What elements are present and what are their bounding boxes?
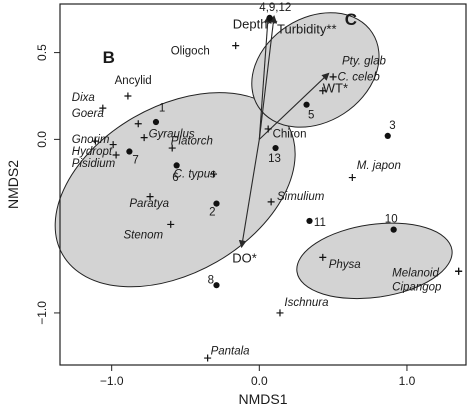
site-label-13: 13 [268,153,281,165]
site-label-5: 5 [308,110,314,122]
species-marker-goera [134,120,142,128]
site-point-8 [213,282,220,289]
species-label-gyraulus: Gyraulus [149,129,195,141]
site-point-6 [173,162,180,169]
species-label-goera: Goera [72,108,104,120]
species-label-platorch: Platorch [171,136,213,148]
species-marker-c-typus [210,170,218,178]
species-marker-pisidium [112,151,120,159]
x-tick-label: 1.0 [399,374,416,388]
y-axis-label: NMDS2 [5,160,21,209]
species-label-simulium: Simulium [277,191,325,203]
species-label-melanoid: Melanoid [392,267,439,279]
vector-label-wt: WT* [323,81,348,96]
y-tick-label: −1.0 [35,301,49,325]
site-point-10 [390,226,397,233]
environmental-vectors: Depth** Turbidity** WT* DO* [232,15,348,266]
vector-label-turbidity: Turbidity** [277,22,336,37]
species-label-oligoch: Oligoch [171,45,210,57]
species-label-c-typus: C. typus [174,169,216,181]
axes: −1.0 0.0 1.0 0.5 0.0 −1.0 [35,3,467,388]
x-tick-label: −1.0 [100,374,124,388]
site-point-5 [303,101,310,108]
site-scores: 4,9,12 1 7 6 2 13 5 3 11 10 8 [126,2,398,289]
y-tick-label: 0.5 [35,44,49,61]
site-label-11: 11 [314,217,326,229]
plot-frame [59,3,467,366]
site-label-3: 3 [389,120,395,132]
vector-do [238,139,260,249]
species-marker-c-celeb [319,87,327,95]
site-label-2: 2 [209,207,215,219]
group-label-b: B [103,48,115,67]
vector-turbidity [258,15,278,140]
species-marker-pty-glab [329,73,337,81]
species-marker-dixa [99,104,107,112]
species-label-ischnura: Ischnura [284,297,328,309]
site-label-4-9-12: 4,9,12 [259,2,291,14]
site-point-2 [213,200,220,207]
species-label-ancylid: Ancylid [115,75,152,87]
site-point-11 [306,217,313,225]
species-scores: Oligoch Ancylid Dixa Goera Gyraulus GnorimHyd… [72,42,463,362]
species-marker-pantala [204,354,212,362]
species-marker-oligoch [232,42,240,50]
vector-label-do: DO* [232,251,257,266]
species-label-pantala: Pantala [211,346,250,358]
group-label-c: C [345,10,357,29]
site-label-10: 10 [385,214,398,226]
species-marker-cipangop [455,267,463,275]
site-label-8: 8 [208,274,214,286]
x-axis-label: NMDS1 [238,391,287,407]
site-point-13 [272,144,279,152]
site-point-3 [384,132,391,140]
group-ellipse-c [251,12,380,128]
species-label-dixa: Dixa [72,92,95,104]
species-marker-stenom [167,220,175,228]
species-marker-physa [319,253,327,261]
species-label-cipangop: Cipangop [392,281,442,293]
site-label-6: 6 [172,172,178,184]
x-tick-label: 0.0 [251,374,268,388]
group-ellipses: ABC [54,10,453,300]
species-marker-ischnura [276,309,284,317]
species-label-m-japon: M. japon [357,160,401,172]
species-label-chiron: Chiron [273,129,307,141]
species-marker-hydropt [109,141,117,149]
site-label-7: 7 [132,155,138,167]
species-marker-ancylid [124,92,132,100]
vector-label-depth: Depth** [233,16,278,31]
species-marker-gnorim [91,137,99,145]
species-label-hydropt: Hydropt [72,146,113,158]
species-marker-chiron [264,125,272,133]
species-marker-m-japon [348,174,356,182]
site-point-1 [152,118,160,126]
species-label-paratya: Paratya [129,198,169,210]
species-label-c-celeb: C. celeb [338,71,381,83]
species-marker-paratya [146,193,154,201]
species-marker-platorch [168,144,176,152]
species-label-physa: Physa [329,259,361,271]
species-marker-simulium [267,198,275,206]
y-tick-label: 0.0 [35,131,49,148]
vector-depth [258,15,272,140]
species-label-stenom: Stenom [123,229,163,241]
group-ellipse-a [296,222,453,300]
species-label-gnorim: Gnorim [72,134,110,146]
species-label-pisidium: Pisidium [72,158,116,170]
site-label-1: 1 [159,103,165,115]
species-label-pty-glab: Pty. glab [342,56,386,68]
site-point-4-9-12 [266,14,273,21]
site-point-7 [126,148,133,155]
species-marker-gyraulus [140,134,148,142]
